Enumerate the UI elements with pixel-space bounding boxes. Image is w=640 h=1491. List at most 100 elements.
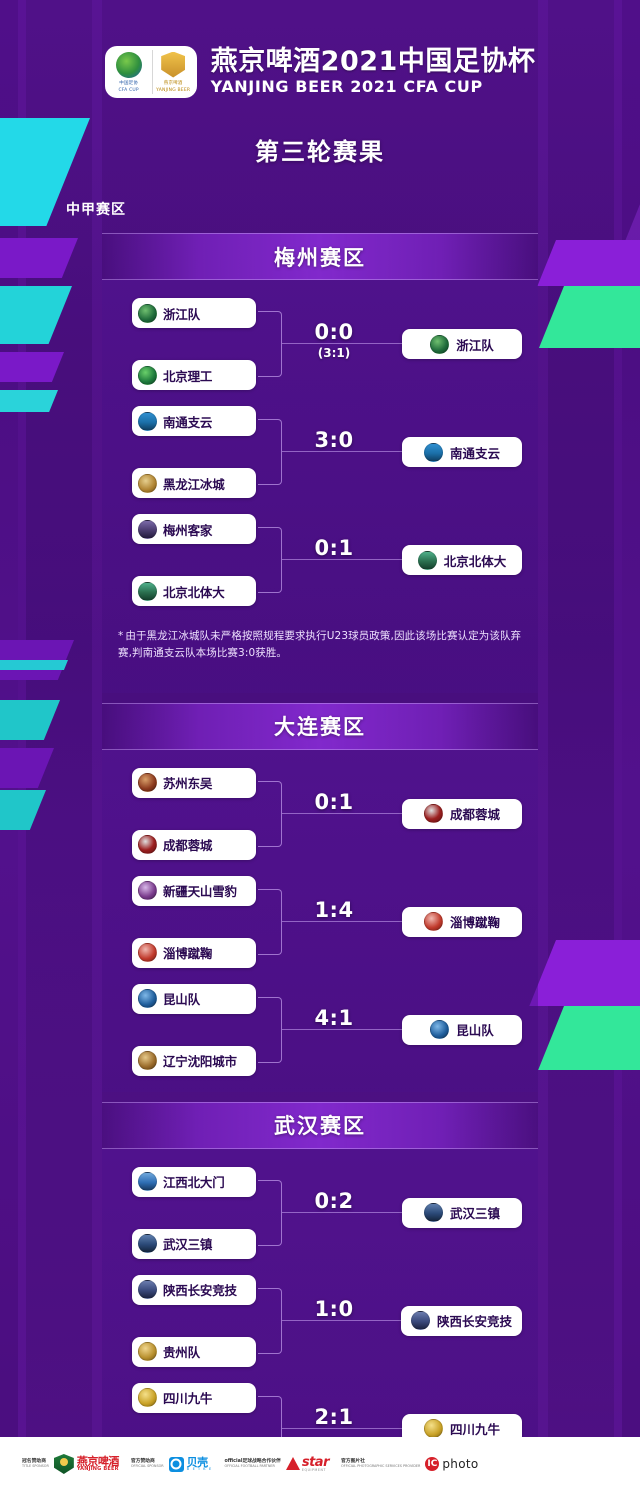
poster-header: 中国足协 CFA CUP 燕京啤酒 YANJING BEER 燕京啤酒2021中… [0, 0, 640, 98]
team-card-away[interactable]: 淄博蹴鞠 [132, 937, 256, 968]
decor-stripe-right-purple-1 [537, 240, 640, 286]
team-card-away[interactable]: 武汉三镇 [132, 1228, 256, 1259]
background-column-left-inner [92, 0, 102, 1437]
crest-icon [138, 1051, 157, 1071]
winner-card[interactable]: 昆山队 [402, 1014, 522, 1045]
sponsor-caption: 官方赞助商 OFFICIAL SPONSOR [131, 1459, 164, 1469]
winner-name: 浙江队 [456, 337, 494, 353]
match-row: 新疆天山雪豹 淄博蹴鞠 1:4 [102, 875, 538, 968]
score-main: 3:0 [314, 428, 354, 452]
crest-icon [138, 1388, 157, 1408]
team-name: 辽宁沈阳城市 [163, 1054, 237, 1070]
match-row: 苏州东吴 成都蓉城 0:1 成都 [102, 767, 538, 860]
team-card-home[interactable]: 南通支云 [132, 406, 256, 436]
score-main: 0:1 [314, 789, 354, 814]
crest-icon [138, 881, 157, 901]
team-card-away[interactable]: 北京北体大 [132, 576, 256, 606]
group-header: 梅州赛区 [102, 233, 538, 280]
winner-card[interactable]: 成都蓉城 [402, 798, 522, 829]
sponsor-caption-cn: 官方图片社 [340, 1459, 365, 1464]
crest-icon [417, 550, 437, 570]
team-card-away[interactable]: 辽宁沈阳城市 [132, 1045, 256, 1076]
beike-wordmark-en: B E I K E [186, 1466, 213, 1471]
winner-card[interactable]: 淄博蹴鞠 [402, 906, 522, 937]
yanjing-badge: 燕京啤酒 YANJING BEER [151, 50, 194, 94]
team-name: 淄博蹴鞠 [163, 946, 213, 962]
team-card-home[interactable]: 浙江队 [132, 298, 256, 328]
cfa-cup-logo: 中国足协 CFA CUP 燕京啤酒 YANJING BEER [104, 46, 197, 98]
decor-stripe-left-cyan-4 [0, 660, 68, 670]
winner-name: 淄博蹴鞠 [449, 915, 500, 931]
group-body: 苏州东吴 成都蓉城 0:1 成都 [102, 749, 538, 1092]
winner-name: 昆山队 [456, 1023, 494, 1039]
crest-icon [430, 1020, 450, 1040]
winner-name: 南通支云 [449, 445, 500, 461]
team-card-home[interactable]: 新疆天山雪豹 [132, 875, 256, 906]
group-title: 大连赛区 [274, 715, 366, 740]
cfa-shield-icon [115, 51, 142, 78]
bracket-stem [282, 343, 482, 344]
yanjing-logo-caption-cn: 燕京啤酒 [163, 80, 183, 86]
crest-icon [138, 581, 157, 601]
beike-logo: 贝壳 B E I K E [168, 1455, 213, 1472]
crest-icon [138, 1172, 157, 1192]
sponsor-caption-en: OFFICIAL FOOTBALL PARTNER [224, 1464, 275, 1469]
yanjing-shield-icon [161, 51, 186, 78]
team-card-home[interactable]: 昆山队 [132, 983, 256, 1014]
match-pair: 新疆天山雪豹 淄博蹴鞠 [132, 875, 256, 968]
sponsor-caption: official足球战略合作伙伴 OFFICIAL FOOTBALL PARTN… [224, 1459, 280, 1469]
winner-card[interactable]: 北京北体大 [402, 545, 522, 575]
match-pair: 昆山队 辽宁沈阳城市 [132, 983, 256, 1076]
team-card-home[interactable]: 江西北大门 [132, 1166, 256, 1197]
group-body: 浙江队 北京理工 0:0 (3:1) [102, 280, 538, 693]
group-wuhan: 武汉赛区 江西北大门 武汉三镇 [102, 1101, 538, 1491]
page-title-en: YANJING BEER 2021 CFA CUP [210, 77, 483, 97]
team-card-away[interactable]: 北京理工 [132, 360, 256, 390]
crest-icon [423, 912, 443, 932]
team-name: 成都蓉城 [163, 838, 213, 854]
team-card-home[interactable]: 苏州东吴 [132, 767, 256, 798]
crest-icon [430, 334, 450, 354]
match-score: 4:1 [288, 1006, 380, 1032]
team-card-home[interactable]: 四川九牛 [132, 1382, 256, 1413]
crest-icon [138, 411, 157, 431]
score-main: 4:1 [314, 1005, 354, 1030]
bracket-connector [258, 996, 282, 1063]
star-wordmark-sub: EQUIPMENT [301, 1467, 327, 1472]
icphoto-badge-icon: IC [425, 1457, 440, 1471]
match-pair: 苏州东吴 成都蓉城 [132, 767, 256, 860]
star-logo: star EQUIPMENT [285, 1456, 329, 1472]
team-card-away[interactable]: 成都蓉城 [132, 829, 256, 860]
group-meizhou: 梅州赛区 浙江队 北京理工 [102, 233, 538, 693]
beike-wordmark-cn: 贝壳 [186, 1455, 208, 1469]
score-penalties: (3:1) [317, 346, 351, 360]
match-score: 1:0 [288, 1297, 380, 1323]
decor-stripe-left-cyan-3 [0, 390, 58, 412]
winner-card[interactable]: 南通支云 [402, 437, 522, 467]
team-card-away[interactable]: 贵州队 [132, 1336, 256, 1367]
crest-icon [138, 473, 157, 493]
winner-name: 武汉三镇 [449, 1206, 500, 1222]
team-name: 江西北大门 [163, 1175, 225, 1191]
crest-icon [410, 1311, 430, 1331]
group-title: 武汉赛区 [274, 1114, 366, 1139]
crest-icon [423, 1203, 443, 1223]
sponsor-caption-cn: official足球战略合作伙伴 [224, 1458, 281, 1464]
winner-card[interactable]: 武汉三镇 [402, 1197, 522, 1228]
sponsor-caption: 官方图片社 OFFICIAL PHOTOGRAPHIC SERVICES PRO… [341, 1459, 420, 1469]
sponsor-footer: 冠名赞助商 TITLE SPONSOR 燕京啤酒 YANJING BEER 官方… [0, 1437, 640, 1491]
team-card-away[interactable]: 黑龙江冰城 [132, 468, 256, 498]
winner-card[interactable]: 浙江队 [402, 329, 522, 359]
bracket-connector [258, 311, 282, 377]
team-card-home[interactable]: 陕西长安竞技 [132, 1274, 256, 1305]
crest-icon [423, 1419, 443, 1439]
team-card-home[interactable]: 梅州客家 [132, 514, 256, 544]
yanjing-beer-logo: 燕京啤酒 YANJING BEER [53, 1454, 119, 1474]
yanjing-wordmark-en: YANJING BEER [76, 1466, 119, 1472]
match-pair: 梅州客家 北京北体大 [132, 514, 256, 606]
match-row: 昆山队 辽宁沈阳城市 4:1 昆 [102, 983, 538, 1076]
winner-card[interactable]: 陕西长安竞技 [400, 1305, 522, 1336]
winner-name: 陕西长安竞技 [436, 1314, 512, 1330]
match-score: 0:1 [288, 536, 380, 562]
